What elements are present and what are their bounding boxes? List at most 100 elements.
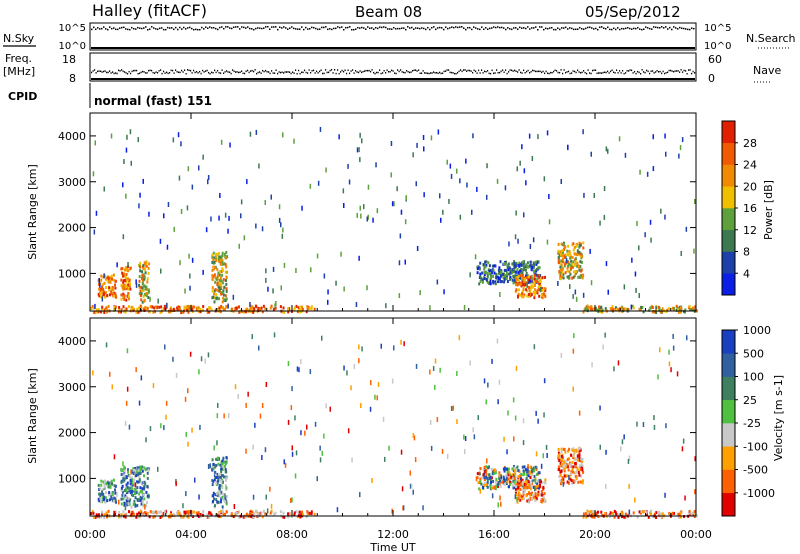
nsky-point (399, 27, 401, 30)
echo-cell (206, 308, 209, 312)
echo-cell (623, 434, 625, 440)
nsky-point (407, 26, 409, 28)
echo-cell (129, 482, 132, 486)
echo-cell (577, 275, 580, 279)
echo-cell (185, 491, 187, 497)
freq-point (434, 72, 436, 74)
echo-cell (488, 477, 491, 480)
echo-cell (585, 512, 587, 516)
echo-cell (666, 308, 669, 312)
echo-cell (574, 260, 577, 264)
echo-cell (319, 457, 322, 463)
echo-cell (542, 495, 545, 499)
echo-cell (471, 209, 473, 215)
freq-point (206, 69, 208, 72)
echo-cell (103, 273, 105, 279)
freq-point (398, 70, 400, 73)
echo-cell (607, 289, 609, 295)
nsky-point (189, 26, 191, 29)
echo-cell (153, 511, 156, 515)
echo-cell (636, 221, 638, 226)
echo-cell (122, 234, 125, 240)
echo-cell (104, 295, 107, 299)
nsky-point (369, 27, 371, 30)
echo-cell (143, 298, 146, 302)
echo-cell (141, 281, 144, 285)
echo-cell (187, 166, 190, 172)
nsky-point (133, 27, 135, 30)
echo-cell (538, 280, 541, 283)
echo-cell (224, 496, 227, 500)
echo-cell (301, 510, 303, 514)
echo-cell (113, 454, 116, 460)
nsky-point (333, 27, 335, 30)
echo-cell (141, 487, 144, 491)
freq-point (356, 71, 358, 73)
echo-cell (603, 214, 606, 220)
echo-cell (599, 310, 602, 314)
echo-cell (210, 513, 213, 517)
power-ylabel: Slant Range [km] (26, 164, 39, 260)
echo-cell (603, 186, 606, 191)
freq-point (376, 71, 378, 74)
echo-cell (432, 366, 435, 371)
echo-cell (593, 193, 595, 198)
freq-point (377, 71, 379, 74)
echo-cell (138, 476, 141, 480)
freq-point (383, 69, 385, 72)
echo-cell (534, 499, 537, 503)
echo-cell (219, 310, 222, 314)
echo-cell (304, 430, 306, 436)
echo-cell (523, 168, 526, 174)
echo-cell (412, 489, 414, 495)
nsky-point (415, 27, 417, 29)
echo-cell (298, 367, 300, 373)
echo-cell (338, 134, 340, 140)
freq-point (403, 71, 405, 74)
nsky-point (419, 27, 421, 30)
freq-point (184, 69, 186, 71)
echo-cell (560, 447, 563, 451)
nsky-point (571, 27, 573, 30)
echo-cell (149, 426, 152, 432)
echo-cell (559, 271, 562, 275)
echo-cell (144, 306, 147, 310)
echo-cell (646, 512, 648, 516)
echo-cell (573, 270, 575, 274)
freq-point (394, 72, 396, 74)
echo-cell (571, 262, 574, 266)
freq-point (592, 69, 594, 72)
nsky-point (285, 27, 287, 29)
echo-cell (691, 306, 694, 310)
echo-cell (522, 440, 525, 446)
echo-cell (484, 271, 487, 275)
echo-cell (542, 497, 545, 501)
echo-cell (574, 471, 577, 475)
freq-point (115, 72, 117, 74)
freq-point (631, 69, 633, 72)
echo-cell (485, 470, 488, 476)
nsky-point (645, 26, 647, 28)
echo-cell (156, 510, 158, 514)
colorbar-segment (722, 330, 735, 354)
echo-cell (255, 223, 257, 229)
freq-point (584, 71, 586, 74)
echo-cell (213, 470, 216, 474)
echo-cell (524, 483, 526, 486)
echo-cell (126, 485, 129, 489)
nsky-point (589, 26, 591, 29)
nsky-point (147, 28, 149, 31)
echo-cell (529, 292, 532, 296)
echo-cell (486, 458, 488, 464)
echo-cell (574, 289, 577, 295)
echo-cell (221, 306, 224, 310)
freq-point (596, 72, 598, 75)
echo-cell (586, 509, 589, 513)
freq-point (670, 69, 672, 72)
freq-point (662, 70, 664, 73)
colorbar-segment (722, 423, 735, 447)
echo-cell (522, 295, 525, 299)
echo-cell (124, 284, 127, 288)
freq-tick-top: 18 (62, 53, 76, 66)
echo-cell (147, 288, 150, 292)
